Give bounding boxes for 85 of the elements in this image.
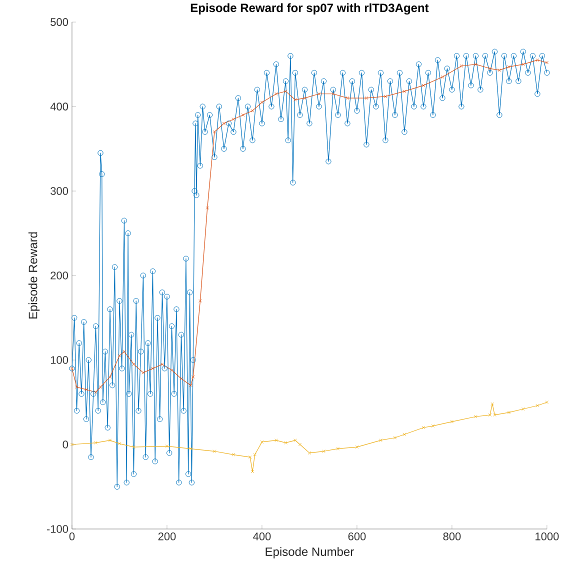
point [317,92,321,96]
point [507,65,511,68]
point [165,444,169,448]
point [422,84,426,88]
point [384,94,388,98]
y-tick-label: 400 [50,102,68,110]
point [364,96,368,100]
point [294,438,297,442]
point [94,390,98,394]
point [253,452,257,456]
point [422,426,426,430]
point [402,90,406,93]
point [308,451,312,455]
point [232,452,236,456]
point [248,456,252,459]
point [122,350,126,354]
point [142,371,145,374]
point [191,375,195,379]
point [303,96,306,100]
point [250,470,254,474]
point [212,450,216,453]
point [294,98,297,102]
point [522,62,525,66]
x-tick-label: 600 [348,532,366,540]
point [151,366,154,370]
point [198,299,202,303]
point [118,354,122,358]
point [260,100,264,104]
point [94,441,98,444]
point [336,447,340,450]
point [431,424,435,428]
y-tick-label: 200 [50,272,68,280]
y-axis-title: Episode Reward [28,232,40,319]
point [232,118,236,121]
point [402,432,406,436]
x-tick-label: 800 [443,532,461,540]
x-tick-label: 200 [158,532,176,540]
point [170,368,174,372]
x-tick-label: 1000 [536,532,559,540]
x-axis-title: Episode Number [266,547,354,558]
point [206,206,210,210]
point [488,66,492,70]
point [332,92,335,96]
point [212,130,216,134]
y-tick-label: -100 [46,525,68,533]
point [379,438,382,442]
y-tick-label: 100 [50,356,68,364]
point [284,441,288,444]
point [498,68,502,72]
chart-title: Episode Reward for sp07 with rlTD3Agent [190,3,429,15]
x-tick-label: 0 [69,532,75,540]
point [355,445,359,449]
point [507,410,511,414]
point [98,385,102,389]
point [450,420,454,424]
point [460,64,464,68]
point [440,75,444,79]
point [180,376,183,380]
point [322,450,326,453]
point [250,109,254,112]
point [222,122,226,126]
point [522,407,525,411]
point [536,58,540,62]
point [132,445,136,449]
x-tick-label: 400 [253,532,271,540]
point [474,414,478,418]
point [393,436,397,440]
point [490,402,494,406]
point [108,375,112,379]
y-tick-label: 0 [62,440,68,448]
point [260,440,264,444]
point [274,438,278,442]
point [474,62,478,66]
point [189,384,192,388]
point [108,438,112,442]
point [536,404,540,408]
y-tick-label: 300 [50,187,68,195]
point [284,90,288,93]
point [346,96,350,100]
point [75,385,78,389]
y-tick-label: 500 [50,18,68,26]
point [189,447,192,450]
point [118,442,122,446]
point [274,92,278,96]
point [84,388,88,392]
